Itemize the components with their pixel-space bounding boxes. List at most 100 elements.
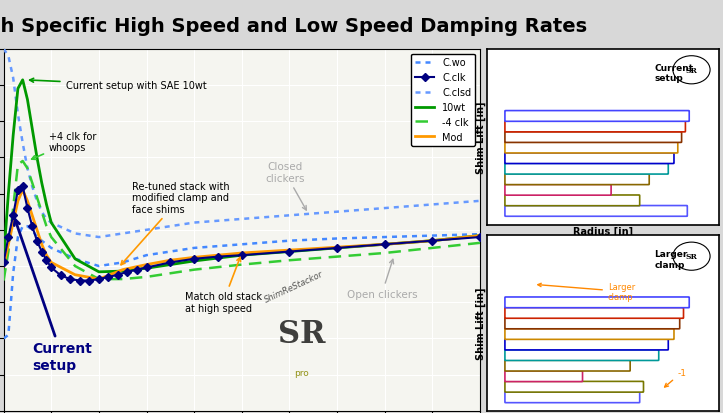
- C.clk: [190, 256, 199, 262]
- FancyBboxPatch shape: [505, 308, 683, 318]
- Text: Match old stack
at high speed: Match old stack at high speed: [184, 258, 262, 313]
- C.clk: [18, 184, 27, 189]
- 10wt: [42, 202, 51, 207]
- Text: -1: -1: [664, 368, 687, 387]
- C.wo: [142, 253, 151, 258]
- Line: C.clk: C.clk: [1, 184, 483, 284]
- C.clk: [132, 268, 141, 273]
- Mod: [42, 253, 51, 258]
- Text: Current setup with SAE 10wt: Current setup with SAE 10wt: [30, 79, 206, 91]
- Mod: [71, 273, 80, 278]
- FancyBboxPatch shape: [505, 174, 649, 185]
- C.clk: [428, 239, 437, 244]
- C.clsd: [33, 199, 41, 204]
- Text: Re-tuned stack with
modified clamp and
face shims: Re-tuned stack with modified clamp and f…: [121, 181, 230, 265]
- C.clsd: [23, 166, 32, 171]
- Text: SR: SR: [685, 66, 698, 75]
- Y-axis label: Shim Lift [in]: Shim Lift [in]: [476, 101, 486, 173]
- X-axis label: Radius [in]: Radius [in]: [573, 226, 633, 237]
- Text: Current
setup: Current setup: [654, 64, 693, 83]
- -4 clk: [142, 275, 151, 280]
- -4 clk: [285, 258, 294, 263]
- C.clsd: [0, 47, 8, 52]
- C.clk: [56, 273, 65, 278]
- Text: Closed
clickers: Closed clickers: [265, 161, 307, 211]
- FancyBboxPatch shape: [505, 164, 668, 175]
- C.clk: [23, 206, 32, 211]
- -4 clk: [428, 246, 437, 251]
- X-axis label: Radius [in]: Radius [in]: [573, 412, 633, 413]
- FancyBboxPatch shape: [505, 361, 630, 371]
- Text: SR: SR: [278, 318, 325, 349]
- C.clk: [237, 253, 246, 258]
- C.clk: [476, 235, 484, 240]
- C.clsd: [71, 231, 80, 236]
- C.clk: [142, 266, 151, 271]
- 10wt: [333, 246, 341, 251]
- Mod: [33, 228, 41, 233]
- Text: Current
setup: Current setup: [14, 220, 92, 372]
- C.wo: [333, 236, 341, 241]
- 10wt: [380, 242, 389, 247]
- C.clsd: [119, 231, 127, 236]
- -4 clk: [190, 268, 199, 273]
- C.clsd: [237, 217, 246, 222]
- C.clk: [85, 278, 94, 283]
- -4 clk: [23, 166, 32, 171]
- C.clk: [42, 258, 51, 263]
- FancyBboxPatch shape: [505, 329, 674, 339]
- C.clsd: [47, 221, 56, 225]
- Mod: [142, 263, 151, 268]
- C.clsd: [190, 221, 199, 225]
- 10wt: [18, 78, 27, 83]
- FancyBboxPatch shape: [505, 382, 643, 392]
- C.clk: [333, 246, 341, 251]
- -4 clk: [166, 271, 175, 276]
- 10wt: [33, 156, 41, 161]
- -4 clk: [47, 235, 56, 240]
- Mod: [23, 199, 32, 204]
- C.clk: [28, 224, 37, 229]
- FancyBboxPatch shape: [505, 371, 583, 382]
- 10wt: [428, 239, 437, 244]
- Legend: C.wo, C.clk, C.clsd, 10wt, -4 clk, Mod: C.wo, C.clk, C.clsd, 10wt, -4 clk, Mod: [411, 55, 475, 146]
- Line: 10wt: 10wt: [4, 81, 480, 272]
- 10wt: [4, 192, 13, 197]
- Text: pro: pro: [294, 368, 309, 377]
- 10wt: [166, 263, 175, 268]
- Mod: [333, 245, 341, 250]
- 10wt: [14, 87, 22, 92]
- FancyBboxPatch shape: [505, 339, 668, 350]
- Circle shape: [673, 57, 710, 85]
- C.clsd: [42, 217, 51, 222]
- FancyBboxPatch shape: [505, 112, 689, 122]
- Text: ShimReStackor: ShimReStackor: [263, 269, 325, 304]
- Mod: [9, 221, 17, 225]
- FancyBboxPatch shape: [505, 318, 680, 329]
- C.clsd: [95, 235, 103, 240]
- Line: -4 clk: -4 clk: [4, 161, 480, 281]
- Mod: [476, 234, 484, 239]
- 10wt: [476, 234, 484, 239]
- C.wo: [237, 242, 246, 247]
- Mod: [166, 258, 175, 263]
- C.wo: [428, 234, 437, 239]
- 10wt: [9, 134, 17, 139]
- C.wo: [0, 336, 8, 341]
- 10wt: [23, 98, 32, 103]
- C.wo: [18, 224, 27, 229]
- C.clsd: [142, 228, 151, 233]
- FancyBboxPatch shape: [505, 185, 611, 196]
- Text: Match Specific High Speed and Low Speed Damping Rates: Match Specific High Speed and Low Speed …: [0, 17, 588, 36]
- -4 clk: [38, 210, 46, 215]
- C.wo: [95, 264, 103, 269]
- 10wt: [190, 259, 199, 264]
- FancyBboxPatch shape: [505, 143, 677, 154]
- 10wt: [47, 221, 56, 225]
- C.clsd: [28, 184, 37, 189]
- Line: Mod: Mod: [4, 190, 480, 280]
- 10wt: [119, 269, 127, 274]
- C.clk: [95, 277, 103, 282]
- C.wo: [190, 246, 199, 251]
- 10wt: [95, 270, 103, 275]
